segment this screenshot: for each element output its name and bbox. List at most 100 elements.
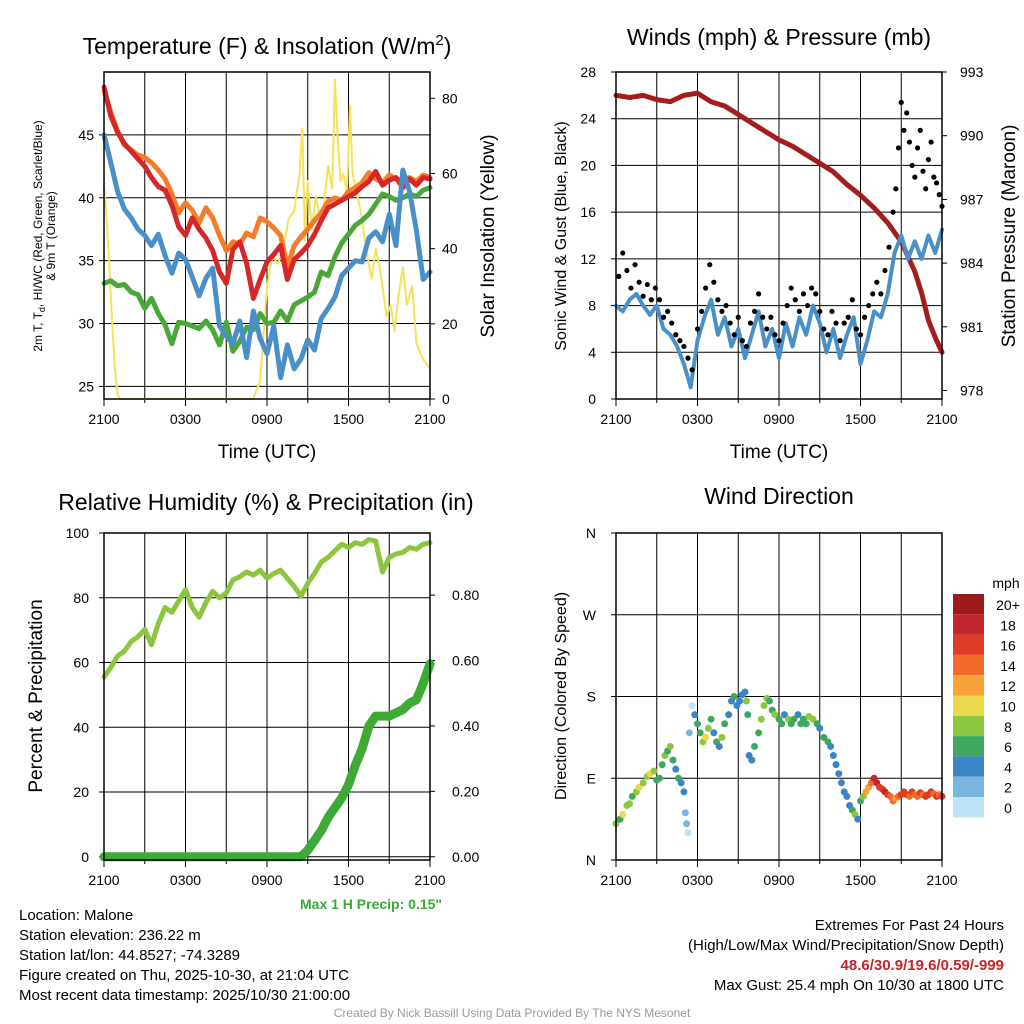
direction-point: [771, 711, 779, 719]
series-line-wind: [614, 227, 944, 390]
direction-point: [669, 756, 677, 764]
direction-point: [755, 729, 763, 737]
direction-point: [666, 742, 674, 750]
legend-swatch: [953, 736, 984, 757]
direction-point: [744, 711, 752, 719]
chart-title: Winds (mph) & Pressure (mb): [627, 24, 931, 50]
y-tick-label: 25: [78, 378, 94, 394]
direction-point: [677, 779, 685, 787]
direction-point: [721, 720, 729, 728]
y-tick-label: 16: [580, 204, 596, 220]
y-tick-label: 24: [580, 111, 596, 127]
direction-point: [802, 720, 810, 728]
y-tick-label: N: [586, 525, 596, 541]
gust-point: [804, 302, 811, 309]
y-tick-label: 0: [81, 849, 89, 865]
y-axis-label: 2m T, Td, HI/WC (Red, Green, Scarlet/Blu…: [31, 120, 47, 351]
x-tick-label: 1500: [845, 872, 876, 888]
legend-swatch: [953, 756, 984, 777]
gust-point: [813, 291, 819, 297]
x-tick-label: 0900: [251, 411, 282, 427]
direction-point: [684, 829, 692, 837]
gust-point: [886, 244, 892, 250]
direction-point: [760, 702, 768, 710]
y-tick-label: E: [587, 770, 596, 786]
direction-point: [702, 733, 710, 741]
y-right-tick-label: 0.00: [452, 849, 479, 865]
extremes-subtitle: (High/Low/Max Wind/Precipitation/Snow De…: [688, 937, 1004, 954]
x-tick-label: 0900: [251, 872, 282, 888]
direction-point: [778, 720, 786, 728]
gust-point: [648, 297, 654, 303]
direction-point: [829, 752, 837, 760]
gust-point: [809, 285, 815, 291]
y-right-tick-label: 0: [442, 391, 450, 407]
gust-point: [870, 291, 876, 297]
y-right-tick-label: 978: [960, 383, 984, 399]
direction-point: [626, 800, 634, 808]
gust-point: [656, 297, 663, 303]
legend-label: 18: [1000, 617, 1016, 633]
gust-point: [906, 139, 913, 145]
x-axis-label: Time (UTC): [218, 442, 317, 463]
gust-point: [917, 127, 923, 133]
direction-point: [742, 697, 750, 705]
x-tick-label: 2100: [600, 411, 631, 427]
direction-point: [688, 702, 696, 710]
y-right-tick-label: 0.80: [452, 587, 479, 603]
gust-point: [853, 326, 860, 332]
gust-point: [689, 367, 695, 373]
credit-text: Created By Nick Bassill Using Data Provi…: [333, 1006, 691, 1020]
gust-point: [644, 281, 650, 288]
x-axis-label: Time (UTC): [730, 442, 829, 463]
series-line-9m-t: [101, 88, 433, 270]
gust-point: [920, 168, 926, 174]
gust-point: [636, 279, 642, 285]
y-right-tick-label: 0.40: [452, 718, 479, 734]
gust-point: [928, 139, 934, 145]
y-tick-label: 20: [73, 784, 89, 800]
gust-point: [620, 250, 626, 256]
direction-point: [696, 729, 704, 737]
legend-swatch: [953, 634, 984, 655]
y-tick-label: 8: [588, 298, 596, 314]
y-right-tick-label: 987: [960, 191, 984, 207]
x-tick-label: 2100: [414, 411, 445, 427]
temperature-chart: 2100 0300 0900 1500 2100 25 30 35 40 45 0 20 40 60 80 T…: [31, 32, 499, 463]
y-right-tick-label: 993: [960, 64, 984, 80]
legend-swatch: [953, 675, 984, 696]
gust-point: [792, 297, 798, 303]
gust-point: [845, 314, 851, 320]
gust-point: [640, 293, 646, 299]
gust-point: [882, 267, 888, 274]
gust-point: [788, 285, 794, 291]
timestamp-text: Most recent data timestamp: 2025/10/30 2…: [19, 987, 351, 1004]
gust-point: [632, 262, 638, 268]
y-tick-label: 20: [580, 157, 596, 173]
legend-label: 10: [1000, 699, 1016, 715]
plot-frame: [103, 71, 431, 400]
gust-point: [768, 314, 774, 320]
gust-point: [719, 308, 725, 315]
gust-point: [616, 273, 622, 279]
legend-swatch: [953, 797, 984, 818]
gust-point: [652, 285, 658, 291]
y-tick-label: 45: [78, 127, 94, 143]
direction-point: [741, 688, 749, 696]
gust-point: [925, 156, 932, 163]
direction-point: [780, 711, 788, 719]
direction-point: [718, 733, 726, 741]
y-right-tick-label: 984: [960, 255, 984, 271]
y-tick-label: 100: [66, 525, 90, 541]
y-tick-label: N: [586, 852, 596, 868]
direction-point: [725, 711, 733, 719]
y-right-axis-label: Solar Insolation (Yellow): [478, 134, 499, 337]
direction-point: [694, 720, 701, 728]
x-tick-label: 2100: [600, 872, 631, 888]
gust-point: [817, 308, 823, 315]
gust-point: [673, 332, 679, 338]
title-end: ): [444, 33, 452, 59]
y-right-axis-label: Station Pressure (Maroon): [999, 125, 1020, 348]
x-tick-label: 2100: [926, 411, 957, 427]
